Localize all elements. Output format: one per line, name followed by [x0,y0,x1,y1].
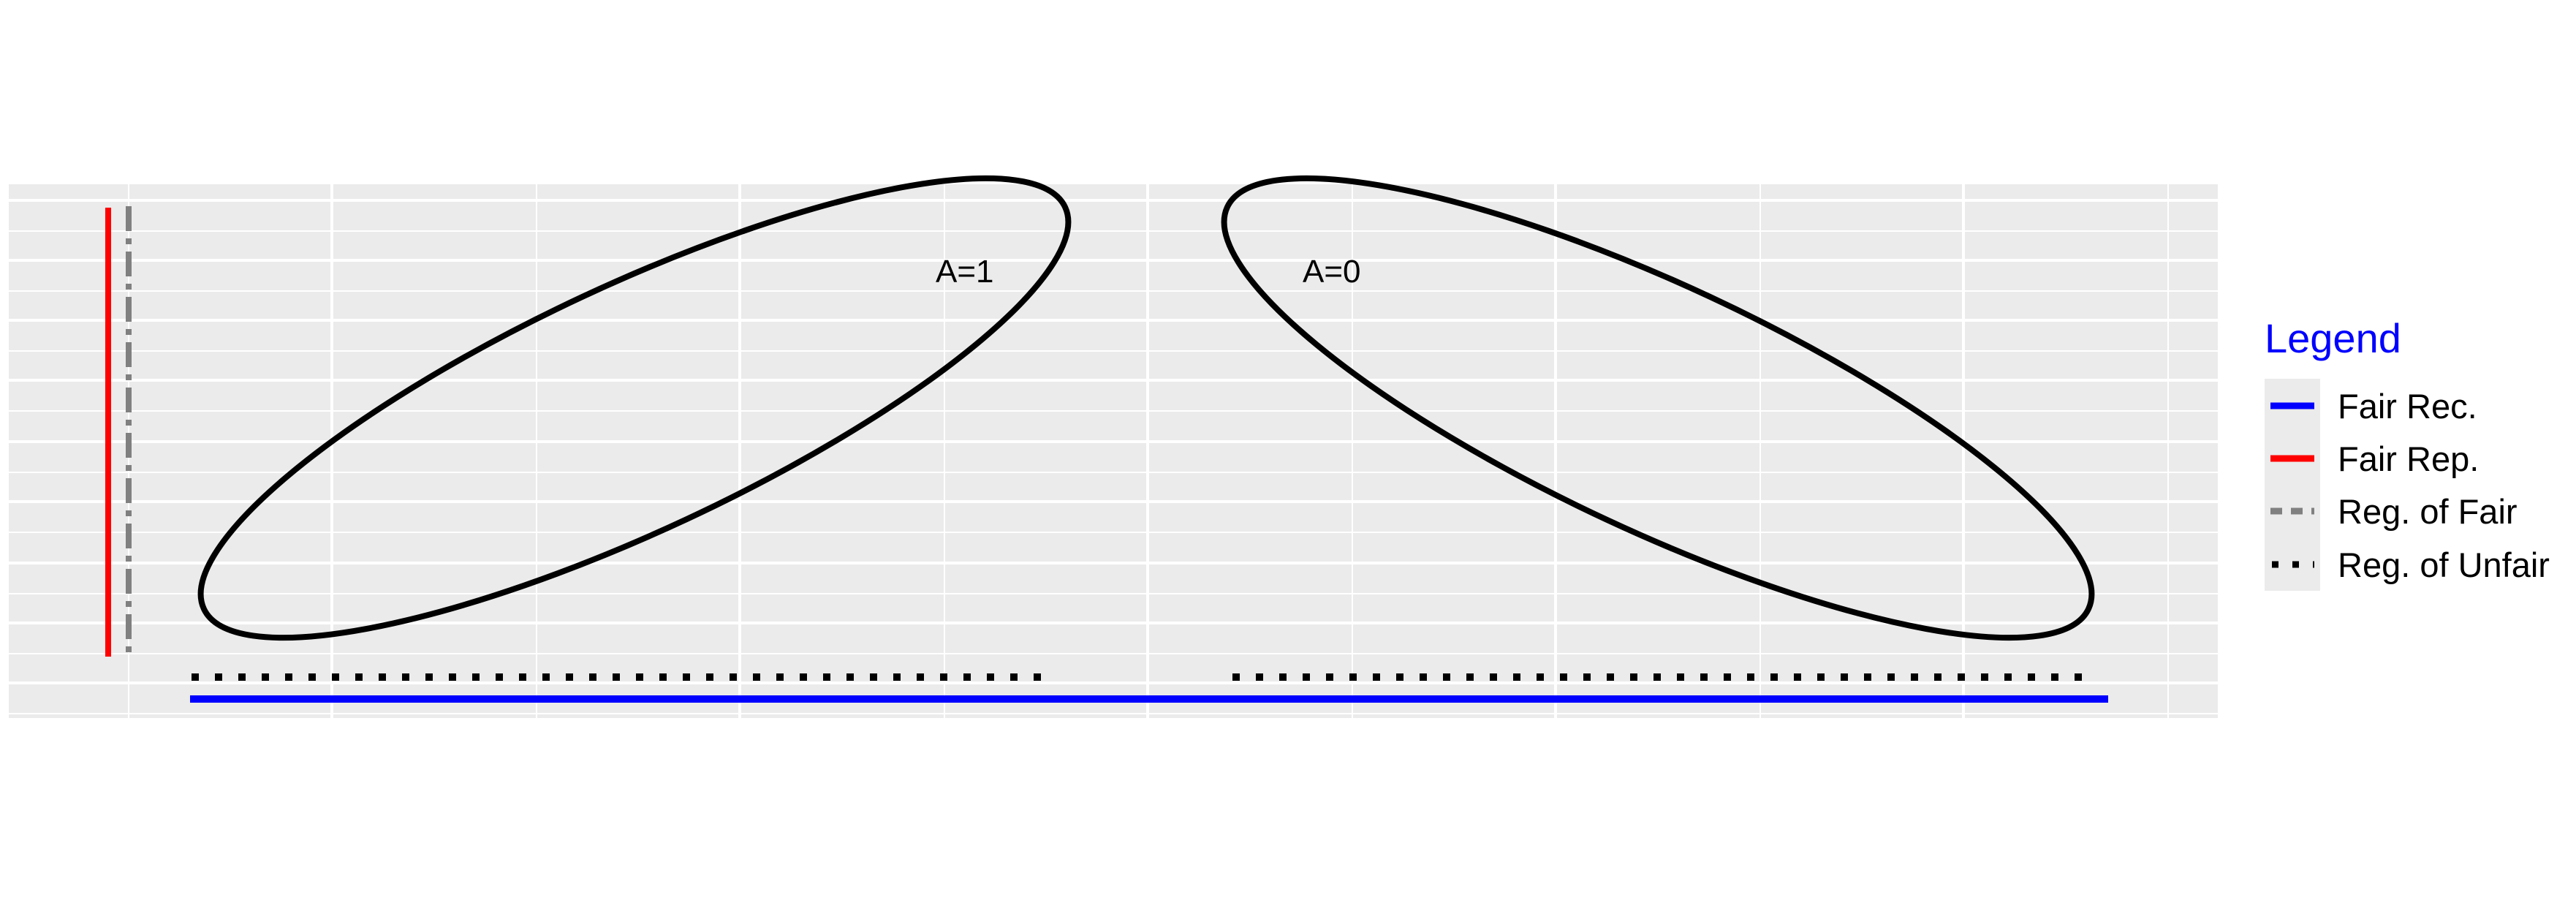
legend-key-bg [2265,379,2320,591]
plot-panel [9,184,2218,718]
major-gridlines [9,184,2218,718]
annotation-a1: A=1 [936,254,994,290]
legend-label-fair-rec: Fair Rec. [2338,387,2477,426]
annotation-a0: A=0 [1303,254,1361,290]
minor-gridlines [9,184,2218,718]
legend-title: Legend [2265,315,2401,361]
group-a1-ellipse [197,175,1072,641]
legend-label-fair-rep: Fair Rep. [2338,439,2479,478]
legend-label-reg-of-fair: Reg. of Fair [2338,492,2518,531]
legend-label-reg-of-unfair: Reg. of Unfair [2338,545,2550,584]
legend: Legend Fair Rec. Fair Rep. Reg. of Fair … [2265,315,2550,591]
group-a0-ellipse [1221,175,2095,641]
